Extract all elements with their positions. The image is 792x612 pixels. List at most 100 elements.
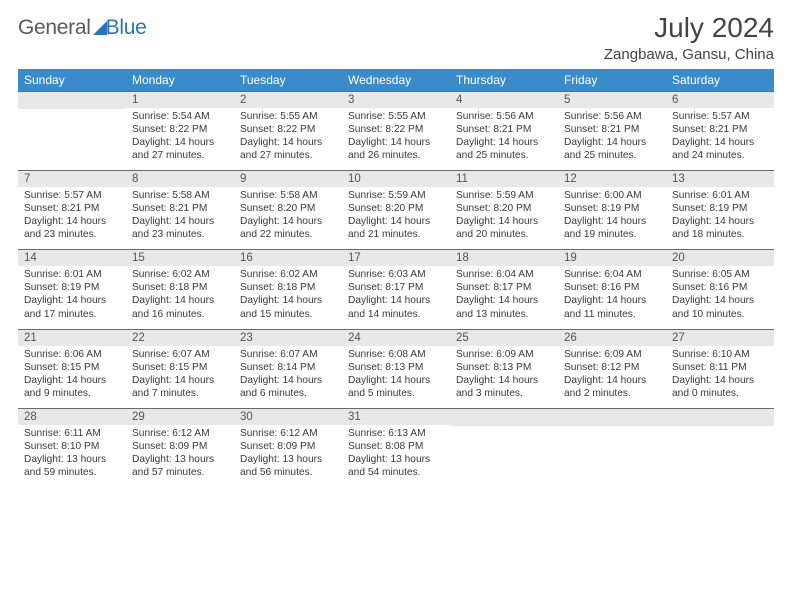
- day-cell: 10Sunrise: 5:59 AMSunset: 8:20 PMDayligh…: [342, 171, 450, 250]
- day-number: 7: [18, 171, 126, 187]
- logo-text-a: General: [18, 16, 91, 40]
- day-number: 26: [558, 330, 666, 346]
- day-cell: 5Sunrise: 5:56 AMSunset: 8:21 PMDaylight…: [558, 92, 666, 171]
- day-content: Sunrise: 6:09 AMSunset: 8:12 PMDaylight:…: [558, 346, 666, 408]
- day-content: Sunrise: 5:59 AMSunset: 8:20 PMDaylight:…: [342, 187, 450, 249]
- day-number: 5: [558, 92, 666, 108]
- day-content: Sunrise: 6:09 AMSunset: 8:13 PMDaylight:…: [450, 346, 558, 408]
- day-header: Monday: [126, 69, 234, 92]
- day-number: 3: [342, 92, 450, 108]
- day-header: Friday: [558, 69, 666, 92]
- day-number: 17: [342, 250, 450, 266]
- day-number: 20: [666, 250, 774, 266]
- logo-triangle-icon: [93, 21, 107, 35]
- day-cell: 7Sunrise: 5:57 AMSunset: 8:21 PMDaylight…: [18, 171, 126, 250]
- day-content: Sunrise: 6:12 AMSunset: 8:09 PMDaylight:…: [234, 425, 342, 487]
- calendar-body: 1Sunrise: 5:54 AMSunset: 8:22 PMDaylight…: [18, 92, 774, 487]
- day-content: Sunrise: 6:05 AMSunset: 8:16 PMDaylight:…: [666, 266, 774, 328]
- day-content: Sunrise: 6:08 AMSunset: 8:13 PMDaylight:…: [342, 346, 450, 408]
- week-row: 7Sunrise: 5:57 AMSunset: 8:21 PMDaylight…: [18, 171, 774, 250]
- day-content: Sunrise: 6:04 AMSunset: 8:17 PMDaylight:…: [450, 266, 558, 328]
- day-number: 18: [450, 250, 558, 266]
- day-content: Sunrise: 5:57 AMSunset: 8:21 PMDaylight:…: [666, 108, 774, 170]
- day-cell: 11Sunrise: 5:59 AMSunset: 8:20 PMDayligh…: [450, 171, 558, 250]
- day-number: 1: [126, 92, 234, 108]
- day-number: 6: [666, 92, 774, 108]
- day-cell: 1Sunrise: 5:54 AMSunset: 8:22 PMDaylight…: [126, 92, 234, 171]
- day-number: 16: [234, 250, 342, 266]
- day-content: Sunrise: 5:57 AMSunset: 8:21 PMDaylight:…: [18, 187, 126, 249]
- day-cell: 3Sunrise: 5:55 AMSunset: 8:22 PMDaylight…: [342, 92, 450, 171]
- day-cell: 4Sunrise: 5:56 AMSunset: 8:21 PMDaylight…: [450, 92, 558, 171]
- day-content: Sunrise: 5:58 AMSunset: 8:20 PMDaylight:…: [234, 187, 342, 249]
- day-cell: 22Sunrise: 6:07 AMSunset: 8:15 PMDayligh…: [126, 329, 234, 408]
- day-content: Sunrise: 6:06 AMSunset: 8:15 PMDaylight:…: [18, 346, 126, 408]
- page: General Blue July 2024 Zangbawa, Gansu, …: [0, 0, 792, 497]
- day-content: [450, 426, 558, 484]
- day-cell: 20Sunrise: 6:05 AMSunset: 8:16 PMDayligh…: [666, 250, 774, 329]
- day-number: 11: [450, 171, 558, 187]
- day-content: Sunrise: 6:10 AMSunset: 8:11 PMDaylight:…: [666, 346, 774, 408]
- day-number: 12: [558, 171, 666, 187]
- day-content: Sunrise: 5:55 AMSunset: 8:22 PMDaylight:…: [234, 108, 342, 170]
- day-cell: 30Sunrise: 6:12 AMSunset: 8:09 PMDayligh…: [234, 408, 342, 487]
- title-block: July 2024 Zangbawa, Gansu, China: [604, 12, 774, 63]
- day-cell: [450, 408, 558, 487]
- day-content: Sunrise: 6:02 AMSunset: 8:18 PMDaylight:…: [126, 266, 234, 328]
- day-number: 21: [18, 330, 126, 346]
- day-number: 19: [558, 250, 666, 266]
- day-number: [558, 409, 666, 426]
- day-content: Sunrise: 5:55 AMSunset: 8:22 PMDaylight:…: [342, 108, 450, 170]
- day-number: 22: [126, 330, 234, 346]
- day-content: Sunrise: 6:04 AMSunset: 8:16 PMDaylight:…: [558, 266, 666, 328]
- day-cell: 29Sunrise: 6:12 AMSunset: 8:09 PMDayligh…: [126, 408, 234, 487]
- day-cell: 21Sunrise: 6:06 AMSunset: 8:15 PMDayligh…: [18, 329, 126, 408]
- day-number: [666, 409, 774, 426]
- day-content: Sunrise: 6:07 AMSunset: 8:14 PMDaylight:…: [234, 346, 342, 408]
- week-row: 1Sunrise: 5:54 AMSunset: 8:22 PMDaylight…: [18, 92, 774, 171]
- day-cell: 27Sunrise: 6:10 AMSunset: 8:11 PMDayligh…: [666, 329, 774, 408]
- day-number: 2: [234, 92, 342, 108]
- day-cell: 16Sunrise: 6:02 AMSunset: 8:18 PMDayligh…: [234, 250, 342, 329]
- day-header: Tuesday: [234, 69, 342, 92]
- day-content: Sunrise: 6:01 AMSunset: 8:19 PMDaylight:…: [666, 187, 774, 249]
- day-header: Sunday: [18, 69, 126, 92]
- day-number: 23: [234, 330, 342, 346]
- day-number: 27: [666, 330, 774, 346]
- day-cell: 17Sunrise: 6:03 AMSunset: 8:17 PMDayligh…: [342, 250, 450, 329]
- day-cell: 12Sunrise: 6:00 AMSunset: 8:19 PMDayligh…: [558, 171, 666, 250]
- day-cell: 6Sunrise: 5:57 AMSunset: 8:21 PMDaylight…: [666, 92, 774, 171]
- day-cell: [666, 408, 774, 487]
- day-content: Sunrise: 5:58 AMSunset: 8:21 PMDaylight:…: [126, 187, 234, 249]
- day-content: Sunrise: 6:00 AMSunset: 8:19 PMDaylight:…: [558, 187, 666, 249]
- day-number: 25: [450, 330, 558, 346]
- day-cell: 28Sunrise: 6:11 AMSunset: 8:10 PMDayligh…: [18, 408, 126, 487]
- day-header: Wednesday: [342, 69, 450, 92]
- day-cell: 2Sunrise: 5:55 AMSunset: 8:22 PMDaylight…: [234, 92, 342, 171]
- day-number: 9: [234, 171, 342, 187]
- location: Zangbawa, Gansu, China: [604, 46, 774, 63]
- day-cell: 14Sunrise: 6:01 AMSunset: 8:19 PMDayligh…: [18, 250, 126, 329]
- day-content: Sunrise: 5:56 AMSunset: 8:21 PMDaylight:…: [558, 108, 666, 170]
- day-cell: [18, 92, 126, 171]
- day-content: [558, 426, 666, 484]
- day-number: 29: [126, 409, 234, 425]
- day-cell: 24Sunrise: 6:08 AMSunset: 8:13 PMDayligh…: [342, 329, 450, 408]
- day-cell: 18Sunrise: 6:04 AMSunset: 8:17 PMDayligh…: [450, 250, 558, 329]
- day-cell: 8Sunrise: 5:58 AMSunset: 8:21 PMDaylight…: [126, 171, 234, 250]
- week-row: 21Sunrise: 6:06 AMSunset: 8:15 PMDayligh…: [18, 329, 774, 408]
- day-cell: 31Sunrise: 6:13 AMSunset: 8:08 PMDayligh…: [342, 408, 450, 487]
- day-number: 28: [18, 409, 126, 425]
- day-cell: 9Sunrise: 5:58 AMSunset: 8:20 PMDaylight…: [234, 171, 342, 250]
- day-number: 30: [234, 409, 342, 425]
- week-row: 28Sunrise: 6:11 AMSunset: 8:10 PMDayligh…: [18, 408, 774, 487]
- day-number: 4: [450, 92, 558, 108]
- day-cell: 26Sunrise: 6:09 AMSunset: 8:12 PMDayligh…: [558, 329, 666, 408]
- day-cell: [558, 408, 666, 487]
- day-number: 15: [126, 250, 234, 266]
- header: General Blue July 2024 Zangbawa, Gansu, …: [18, 12, 774, 63]
- day-number: 13: [666, 171, 774, 187]
- day-number: 14: [18, 250, 126, 266]
- day-content: [18, 109, 126, 167]
- logo: General Blue: [18, 12, 146, 40]
